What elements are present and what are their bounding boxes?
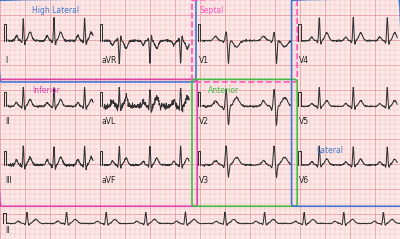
- Text: Lateral: Lateral: [316, 146, 343, 155]
- Text: aVF: aVF: [101, 176, 116, 185]
- Text: aVL: aVL: [101, 117, 116, 126]
- Text: V6: V6: [299, 176, 309, 185]
- Text: V1: V1: [199, 56, 209, 65]
- Text: I: I: [5, 56, 8, 65]
- Text: II: II: [5, 226, 10, 235]
- Text: V5: V5: [299, 117, 309, 126]
- Text: Septal: Septal: [200, 6, 224, 15]
- Text: V2: V2: [199, 117, 209, 126]
- Text: V4: V4: [299, 56, 309, 65]
- Text: II: II: [5, 117, 10, 126]
- Text: High Lateral: High Lateral: [32, 6, 79, 15]
- Text: Anterior: Anterior: [208, 86, 239, 95]
- Text: aVR: aVR: [101, 56, 116, 65]
- Text: V3: V3: [199, 176, 209, 185]
- Text: Inferior: Inferior: [32, 86, 60, 95]
- Text: III: III: [5, 176, 12, 185]
